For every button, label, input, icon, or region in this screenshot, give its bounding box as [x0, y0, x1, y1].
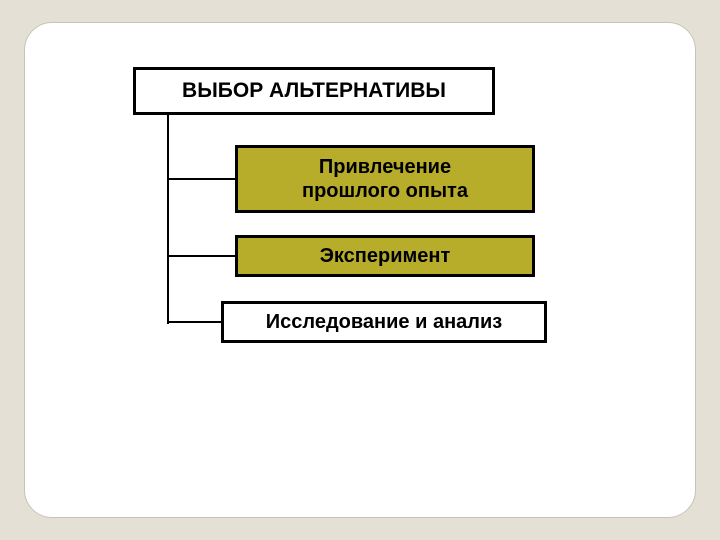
node-n3: Исследование и анализ: [221, 301, 547, 343]
diagram-canvas: ВЫБОР АЛЬТЕРНАТИВЫ Привлечение прошлого о…: [25, 23, 695, 517]
connector-branch: [167, 178, 235, 180]
node-n2: Эксперимент: [235, 235, 535, 277]
connector-trunk: [167, 115, 169, 324]
node-label: ВЫБОР АЛЬТЕРНАТИВЫ: [182, 78, 446, 103]
node-root: ВЫБОР АЛЬТЕРНАТИВЫ: [133, 67, 495, 115]
connector-branch: [167, 321, 221, 323]
node-label: Эксперимент: [320, 244, 451, 268]
node-label: Привлечение прошлого опыта: [302, 155, 468, 203]
connector-branch: [167, 255, 235, 257]
node-n1: Привлечение прошлого опыта: [235, 145, 535, 213]
node-label: Исследование и анализ: [266, 310, 502, 334]
card: ВЫБОР АЛЬТЕРНАТИВЫ Привлечение прошлого о…: [24, 22, 696, 518]
